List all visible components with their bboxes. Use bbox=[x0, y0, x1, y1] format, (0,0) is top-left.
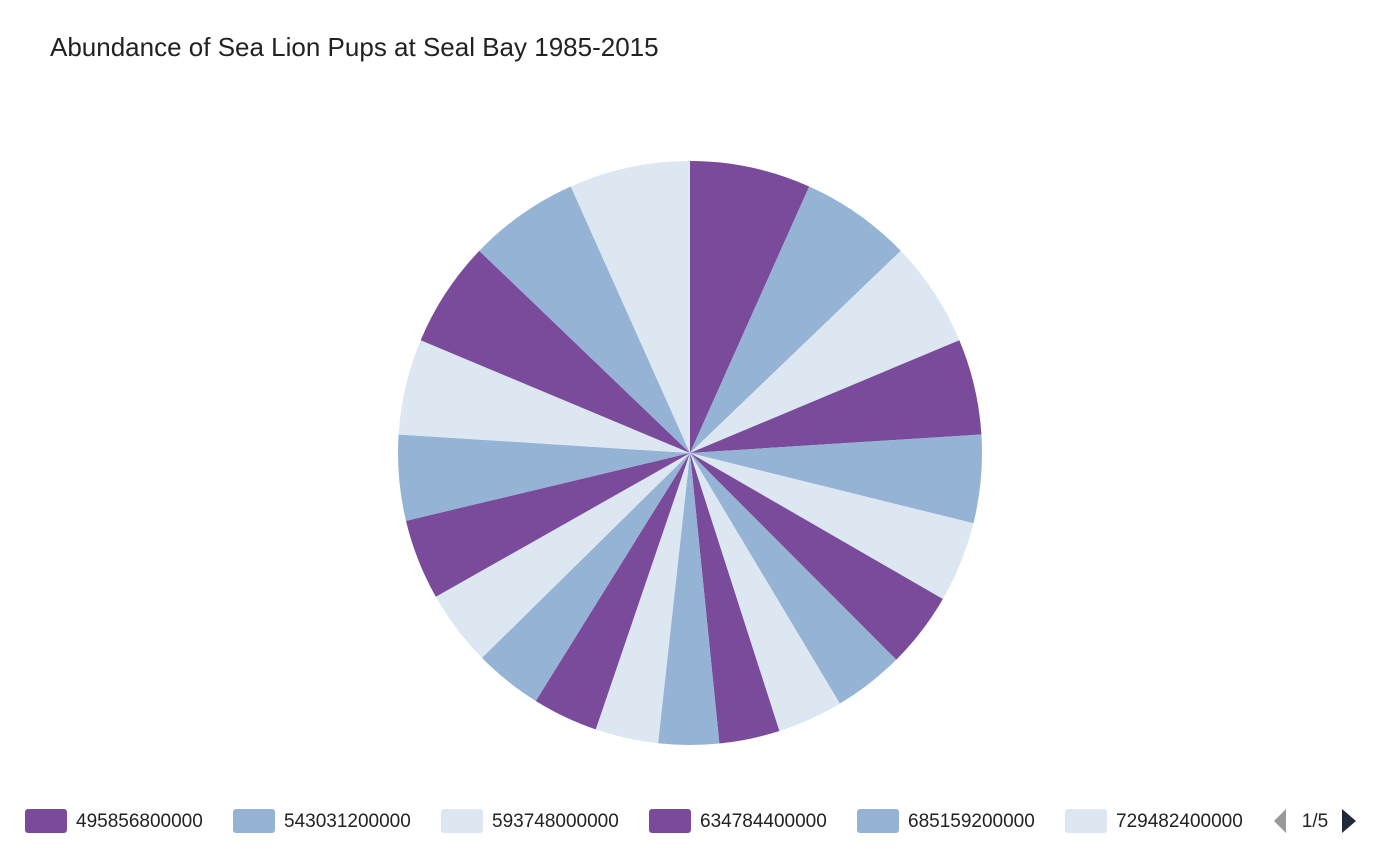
legend-label: 685159200000 bbox=[908, 811, 1035, 832]
pie-slice bbox=[535, 453, 690, 730]
pie-slice bbox=[690, 340, 982, 453]
legend-label: 495856800000 bbox=[76, 811, 203, 832]
pie-slice bbox=[595, 453, 690, 744]
pie-slice bbox=[435, 453, 690, 658]
pie-slice bbox=[690, 161, 810, 453]
pie-slice bbox=[690, 453, 897, 704]
legend-label: 634784400000 bbox=[700, 811, 827, 832]
pie-slice bbox=[420, 250, 690, 453]
legend-swatch bbox=[441, 809, 483, 833]
legend-label: 729482400000 bbox=[1116, 811, 1243, 832]
pie-slice bbox=[690, 250, 960, 453]
pie-slice bbox=[690, 453, 840, 731]
pie-slice bbox=[690, 186, 901, 453]
pie-slice bbox=[690, 434, 982, 524]
legend-swatch bbox=[649, 809, 691, 833]
pie-slice bbox=[690, 453, 974, 599]
pie-slice bbox=[405, 453, 690, 597]
pie-slice bbox=[481, 453, 690, 701]
pie-slice bbox=[570, 161, 690, 453]
legend-swatch bbox=[233, 809, 275, 833]
legend-swatch bbox=[25, 809, 67, 833]
legend-page: 1/5 bbox=[1302, 811, 1328, 832]
legend-prev[interactable] bbox=[1274, 809, 1286, 833]
legend-swatch bbox=[1065, 809, 1107, 833]
pie-slice bbox=[658, 453, 720, 746]
legend-swatch bbox=[857, 809, 899, 833]
pie-slice bbox=[479, 186, 690, 453]
legend-label: 543031200000 bbox=[284, 811, 411, 832]
chart-title: Abundance of Sea Lion Pups at Seal Bay 1… bbox=[50, 32, 659, 62]
pie-slice bbox=[690, 453, 780, 744]
pie-slice bbox=[690, 453, 943, 660]
legend-label: 593748000000 bbox=[492, 811, 619, 832]
legend-next[interactable] bbox=[1342, 809, 1356, 833]
pie-slice bbox=[398, 340, 690, 453]
pie-slice bbox=[397, 434, 690, 521]
